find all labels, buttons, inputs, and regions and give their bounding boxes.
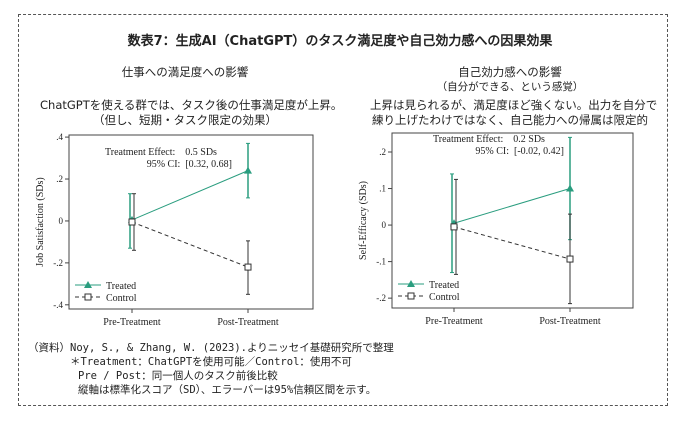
- series-line-control: [131, 221, 249, 268]
- y-tick-label: 0: [59, 216, 64, 226]
- legend-control-marker: [84, 293, 92, 301]
- left-heading: 仕事への満足度への影響: [121, 65, 249, 79]
- y-tick-label: -.1: [376, 257, 386, 267]
- note-treatment: ＊Treatment：ChatGPTを使用可能／Control：使用不可: [70, 356, 352, 368]
- plot-area: [391, 132, 634, 309]
- ci-annotation: 95% CI: [-0.02, 0.42]: [475, 146, 564, 157]
- note-axis: 縦軸は標準化スコア（SD）、エラーバーは95%信頼区間を示す。: [78, 384, 377, 396]
- treated-marker: [566, 184, 574, 192]
- control-marker: [128, 218, 136, 226]
- y-tick-label: .4: [56, 132, 63, 142]
- control-marker: [450, 223, 458, 231]
- y-axis-label: Self-Efficacy (SDs): [358, 181, 369, 260]
- left-desc-1: ChatGPTを使える群では、タスク後の仕事満足度が上昇。: [40, 98, 343, 112]
- ci-annotation: 95% CI: [0.32, 0.68]: [147, 159, 232, 170]
- y-tick-label: 0: [382, 220, 387, 230]
- source-note: （資料）Noy, S., & Zhang, W. (2023).よりニッセイ基礎…: [28, 342, 394, 354]
- treated-marker: [244, 166, 252, 174]
- legend-label-treated: Treated: [106, 281, 136, 292]
- x-tick-label: Post-Treatment: [217, 317, 279, 328]
- right-heading: 自己効力感への影響: [458, 65, 562, 79]
- right-desc-2: 練り上げたわけではなく、自己能力への帰属は限定的: [372, 113, 648, 127]
- legend-label-control: Control: [106, 293, 137, 304]
- right-desc-1: 上昇は見られるが、満足度ほど強くない。出力を自分で: [370, 98, 658, 112]
- y-axis-label: Job Satisfaction (SDs): [35, 177, 46, 266]
- legend-control-marker: [407, 292, 415, 300]
- legend-label-control: Control: [429, 292, 460, 303]
- series-line-treated: [453, 188, 571, 224]
- figure-title: 数表7：生成AI（ChatGPT）のタスク満足度や自己効力感への因果効果: [127, 34, 553, 49]
- note-prepost: Pre / Post：同一個人のタスク前後比較: [78, 370, 278, 382]
- legend-treated-marker: [407, 280, 415, 287]
- legend-label-treated: Treated: [429, 280, 459, 291]
- y-tick-label: .2: [56, 174, 63, 184]
- plot-area: [68, 134, 314, 310]
- series-line-control: [453, 226, 571, 260]
- series-line-treated: [131, 170, 249, 221]
- x-tick-label: Post-Treatment: [539, 316, 601, 327]
- figure-frame: [18, 14, 668, 406]
- x-tick-label: Pre-Treatment: [103, 317, 161, 328]
- control-marker: [244, 263, 252, 271]
- legend-treated-marker: [84, 281, 92, 288]
- right-subheading: （自分ができる、という感覚）: [436, 81, 584, 93]
- x-tick-label: Pre-Treatment: [425, 316, 483, 327]
- treatment-effect-annotation: Treatment Effect: 0.2 SDs: [433, 134, 545, 145]
- control-marker: [566, 255, 574, 263]
- y-tick-label: -.4: [53, 300, 63, 310]
- y-tick-label: -.2: [376, 293, 386, 303]
- left-desc-2: （但し、短期・タスク限定の効果）: [93, 113, 277, 127]
- y-tick-label: .1: [379, 184, 386, 194]
- y-tick-label: -.2: [53, 258, 63, 268]
- treatment-effect-annotation: Treatment Effect: 0.5 SDs: [105, 147, 217, 158]
- y-tick-label: .2: [379, 147, 386, 157]
